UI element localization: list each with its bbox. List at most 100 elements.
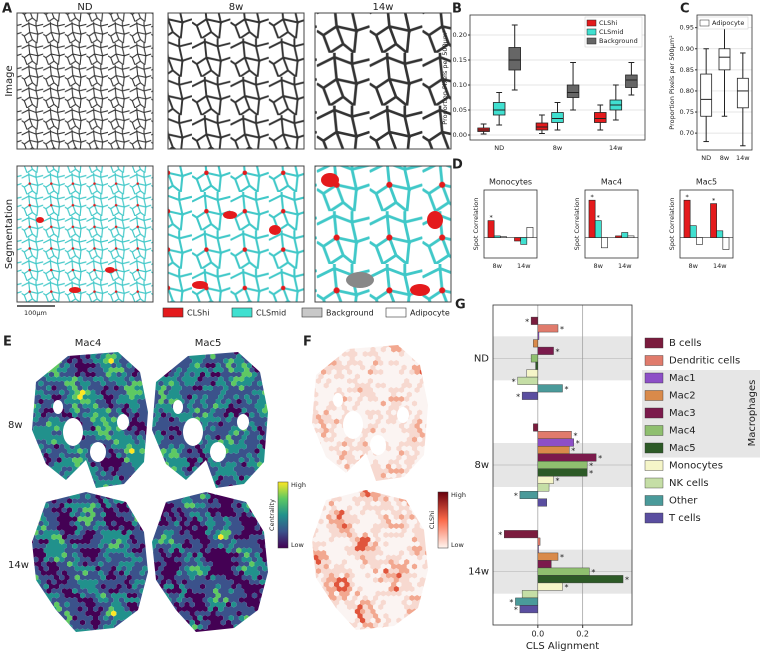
segmentation-blobs [36,173,443,296]
legend-label: Dendritic cells [669,356,740,367]
legend-swatch [301,307,323,318]
legend-label: Adipocyte [410,309,450,318]
bar [537,560,552,569]
y-tick-label: 0.05 [453,106,467,114]
legend-swatch [644,407,664,419]
legend-label: Background [599,37,638,45]
axes-frame [679,189,734,259]
box [566,84,580,98]
bar [621,232,629,238]
tissue-hole [173,400,183,414]
bar [533,423,539,432]
micrograph [16,12,154,150]
tissue-hole [333,393,343,407]
legend-swatch [586,28,597,36]
significance-label: * [525,317,529,326]
legend-group-label: Macrophages [747,380,758,447]
significance-label: * [589,469,593,478]
legend-swatch [644,390,664,401]
significance-label: * [560,553,564,562]
tissue-hole [237,414,249,430]
colorbar-high: High [291,481,306,489]
bar [537,545,539,554]
significance-label: * [589,462,593,471]
bar [493,235,501,238]
y-tick-label: 0.15 [453,56,467,64]
tissue-hole [117,414,129,430]
legend-label: CLSmid [599,28,624,36]
hex-cells [152,352,268,488]
box [594,112,607,123]
significance-label: * [565,583,569,592]
significance-label: * [516,392,520,401]
hex-map [152,492,268,632]
legend-frame [697,16,749,30]
legend-swatch [699,19,710,27]
colorbar-high: High [451,491,466,499]
hex-cells [312,490,428,630]
box [718,48,731,71]
hex-cells [152,492,268,632]
scale-bar-label: 100μm [24,309,47,317]
bar [515,597,539,606]
significance-label: * [512,377,516,386]
y-tick-label: 0.95 [680,24,694,32]
hex-cells [32,492,145,632]
y-axis-label: Spot Correlation [573,198,581,251]
box [508,47,521,71]
legend-swatch [644,355,664,366]
legend-swatch [644,425,664,436]
legend-label: Mac5 [669,443,696,454]
hex-cells [32,352,148,488]
colorbar-label: Centrality [268,499,276,531]
bar [601,237,608,249]
legend-label: NK cells [669,478,709,489]
column-label: Mac4 [75,338,102,349]
box [625,74,638,88]
axes-frame [469,14,646,141]
bar [487,220,495,238]
y-tick-label: 8w [474,460,489,471]
colorbar [437,491,449,549]
y-axis-label: Spot Correlation [472,198,480,251]
bar [627,235,635,238]
bar [537,468,588,477]
significance-label: * [590,193,594,201]
y-tick-label: 14w [468,567,489,578]
hex-cells [312,490,428,630]
chart-title: Mac4 [601,178,622,187]
tissue-hole [397,407,409,423]
bar [537,537,541,546]
y-axis-label: Proportion Pixels per 500μm² [668,35,676,130]
segmentation-image [314,165,452,303]
box [736,77,749,109]
y-tick-label: 0.70 [680,129,694,137]
legend-label: Monocytes [669,461,723,472]
legend-swatch [644,477,664,489]
hex-cells [152,492,268,632]
panel-letter: G [455,298,466,313]
bar [537,567,590,576]
colorbar-low: Low [291,541,304,549]
bar [683,199,691,238]
legend-swatch [644,337,664,349]
bar [537,324,559,333]
micrograph [314,12,452,150]
bar [537,346,554,355]
bar [588,199,596,238]
tissue-hole [183,418,203,446]
chart-title: Mac5 [696,178,717,187]
legend-swatch [644,460,664,471]
bar [521,590,539,599]
column-label: Mac5 [195,338,222,349]
hex-cells [312,345,428,481]
tissue-hole [343,411,363,439]
bar [535,361,539,370]
bar [537,446,570,454]
hex-map [312,490,428,630]
x-tick-label: 14w [736,154,750,162]
tissue-hole [370,435,386,455]
y-tick-label: 0.80 [680,87,694,95]
legend-swatch [231,307,253,318]
hex-cells [152,492,268,632]
